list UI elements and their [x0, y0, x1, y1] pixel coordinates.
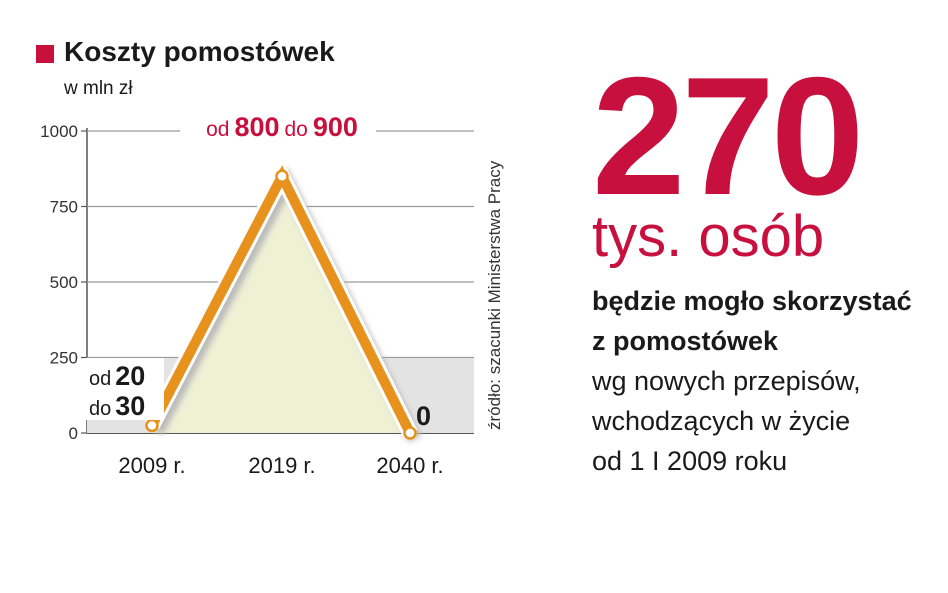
- y-tick-label-4: 1000: [40, 122, 78, 141]
- data-point-1: [275, 169, 289, 184]
- y-tick-label-3: 750: [50, 198, 78, 217]
- x-tick-label-0: 2009 r.: [118, 453, 185, 478]
- legend-square: [36, 45, 54, 63]
- label-bg-2019: [180, 108, 376, 146]
- x-tick-label-2: 2040 r.: [376, 453, 443, 478]
- data-point-2: [403, 426, 417, 440]
- stat-desc-line-4: wchodzących w życie: [592, 406, 851, 436]
- stat-unit: tys. osób: [592, 204, 825, 269]
- area-fill: [152, 176, 410, 434]
- label-2019-prefix-2: do: [285, 118, 308, 141]
- label-2040: 0: [416, 401, 431, 431]
- label-2009-value-2: 30: [115, 391, 145, 421]
- chart-title: Koszty pomostówek: [64, 36, 335, 67]
- y-tick-label-0: 0: [69, 424, 78, 443]
- data-point-0: [145, 418, 159, 433]
- chart-unit: w mln zł: [64, 78, 133, 99]
- label-2019-value-2: 900: [313, 112, 358, 142]
- y-tick-label-2: 500: [50, 273, 78, 292]
- stat-desc-line-1: będzie mogło skorzystać: [592, 286, 912, 316]
- label-2009-prefix-1: od: [89, 368, 111, 390]
- y-tick-label-1: 250: [50, 349, 78, 368]
- label-2019: od 800 do 900: [206, 112, 358, 142]
- label-2009-prefix-2: do: [89, 398, 111, 420]
- label-2009-line2: do 30: [89, 391, 145, 421]
- stat-desc-line-5: od 1 I 2009 roku: [592, 446, 788, 476]
- label-bg-2009: [86, 358, 164, 420]
- x-tick-label-1: 2019 r.: [248, 453, 315, 478]
- stat-desc-line-2: z pomostówek: [592, 326, 779, 356]
- label-2019-prefix-1: od: [206, 118, 229, 141]
- label-2019-value-1: 800: [234, 112, 279, 142]
- label-2009-line1: od 20: [89, 361, 145, 391]
- source-note: źródło: szacunki Ministerstwa Pracy: [485, 160, 504, 430]
- stat-number: 270: [592, 42, 864, 230]
- stat-desc-line-3: wg nowych przepisów,: [592, 366, 861, 396]
- label-2009-value-1: 20: [115, 361, 145, 391]
